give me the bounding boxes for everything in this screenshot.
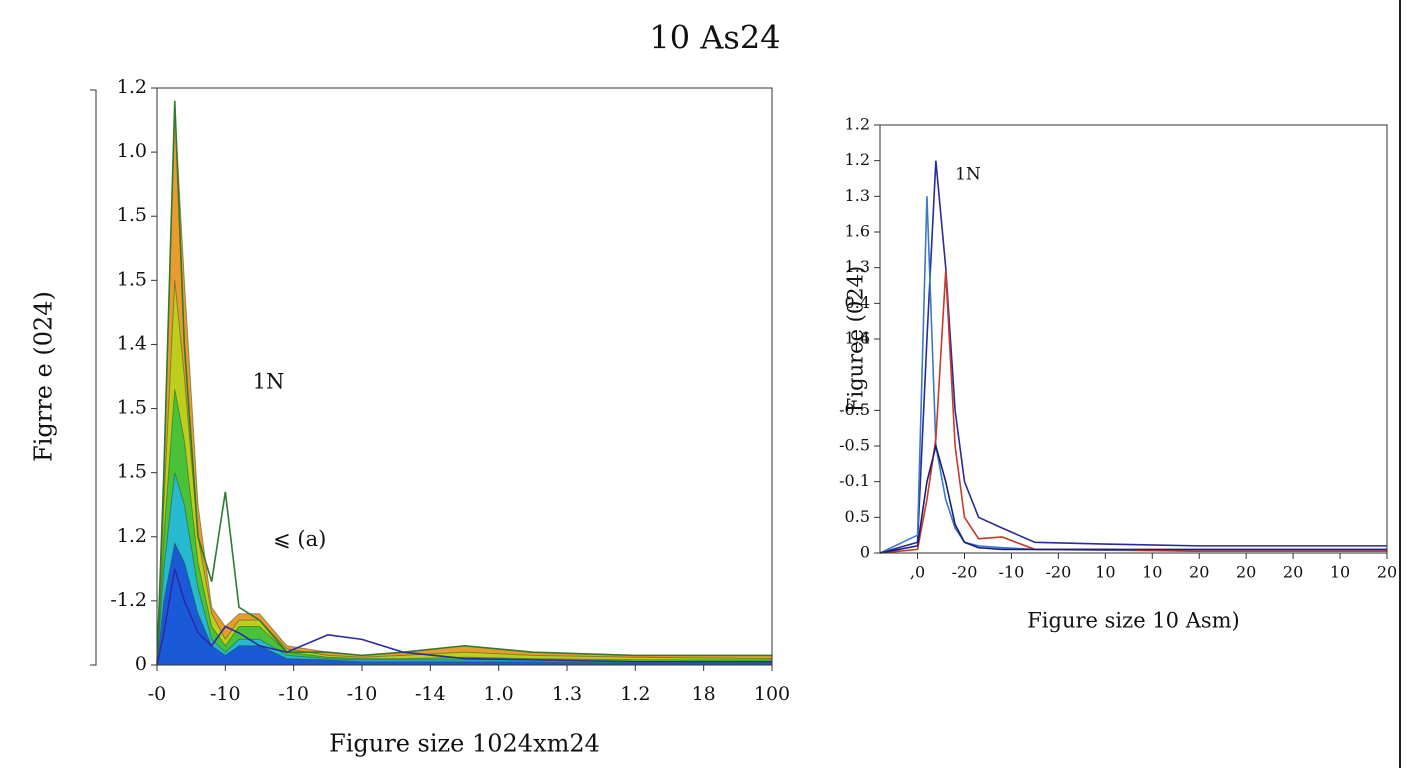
x-tick-label: 20 bbox=[1283, 563, 1303, 582]
y-tick-label: 0.4 bbox=[845, 293, 870, 312]
y-tick-label: 1.6 bbox=[845, 222, 870, 241]
y-tick-label: 6 bbox=[860, 329, 870, 348]
chart-title: 10 As24 bbox=[649, 19, 780, 57]
plot-area bbox=[156, 100, 773, 666]
chart: Figure size 10 Asm) Figuree (024) 0 0.5 -0.1… bbox=[839, 115, 1397, 633]
area bbox=[156, 107, 773, 666]
line bbox=[879, 160, 1387, 554]
y-tick-label: 1.0 bbox=[117, 140, 147, 162]
line bbox=[879, 442, 1387, 554]
y-tick-label: 1.3 bbox=[845, 186, 870, 205]
x-tick-label: 100 bbox=[754, 683, 790, 705]
y-tick-label: 1.2 bbox=[845, 115, 870, 134]
x-tick-label: -10 bbox=[278, 683, 309, 705]
y-tick-label: 1.2 bbox=[845, 150, 870, 169]
y-tick-label: 1.4 bbox=[845, 329, 870, 348]
x-tick-label: 1.0 bbox=[484, 683, 514, 705]
x-tick-label: -0 bbox=[148, 683, 167, 705]
x-tick-label: 10 bbox=[1330, 563, 1350, 582]
y-tick-label: -0.5 bbox=[839, 400, 870, 419]
x-tick-label: 1.2 bbox=[620, 683, 650, 705]
area bbox=[156, 541, 773, 666]
y-axis-label: Figuree (024) bbox=[844, 266, 868, 412]
x-tick-label: -20 bbox=[1046, 563, 1072, 582]
area bbox=[156, 280, 773, 666]
x-tick-label: 10 bbox=[1095, 563, 1115, 582]
x-tick-label: -10 bbox=[347, 683, 378, 705]
x-tick-label: -20 bbox=[952, 563, 978, 582]
line bbox=[879, 196, 1387, 554]
y-tick-label: 1.3 bbox=[845, 257, 870, 276]
x-tick-label: 20 bbox=[1377, 563, 1397, 582]
y-tick-label: 0.5 bbox=[845, 507, 870, 526]
x-axis-label: Figure size 1024xm24 bbox=[329, 730, 600, 758]
annotation: 1N bbox=[253, 369, 285, 393]
y-tick-label: 1.5 bbox=[117, 268, 147, 290]
x-axis-label: Figure size 10 Asm) bbox=[1027, 609, 1240, 633]
line bbox=[156, 100, 772, 666]
y-tick-label: 0 bbox=[135, 653, 147, 675]
x-tick-label: 20 bbox=[1189, 563, 1209, 582]
axis-bracket bbox=[90, 89, 97, 666]
y-tick-label: 1.4 bbox=[117, 332, 147, 354]
y-tick-label: 1.5 bbox=[117, 397, 147, 419]
y-axis-label: Figrre e (024) bbox=[30, 291, 58, 462]
chart: 10 As24 Figure size 1024xm24 Figrre e (024… bbox=[30, 19, 791, 758]
y-tick-label: -1.2 bbox=[110, 589, 147, 611]
x-tick-label: 10 bbox=[1142, 563, 1162, 582]
annotation: ⩽ (a) bbox=[273, 527, 326, 551]
y-tick-label: 0 bbox=[860, 543, 870, 562]
annotation: 1N bbox=[955, 164, 981, 184]
y-tick-label: -0.5 bbox=[839, 436, 870, 455]
y-tick-label: 1.2 bbox=[117, 76, 147, 98]
x-tick-label: 18 bbox=[692, 683, 716, 705]
x-tick-label: -14 bbox=[415, 683, 446, 705]
y-tick-label: -0.1 bbox=[839, 471, 870, 490]
y-tick-label: 1.5 bbox=[117, 461, 147, 483]
x-tick-label: -10 bbox=[210, 683, 241, 705]
plot-frame bbox=[879, 124, 1388, 554]
x-tick-label: 1.3 bbox=[552, 683, 582, 705]
x-tick-label: 20 bbox=[1236, 563, 1256, 582]
line bbox=[879, 271, 1387, 554]
y-tick-label: 1.2 bbox=[117, 525, 147, 547]
x-tick-label: -10 bbox=[999, 563, 1025, 582]
x-tick-label: ,0 bbox=[910, 563, 925, 582]
plot-area bbox=[879, 160, 1387, 554]
y-tick-label: 1.5 bbox=[117, 204, 147, 226]
line bbox=[156, 568, 772, 666]
plot-frame bbox=[156, 87, 773, 666]
